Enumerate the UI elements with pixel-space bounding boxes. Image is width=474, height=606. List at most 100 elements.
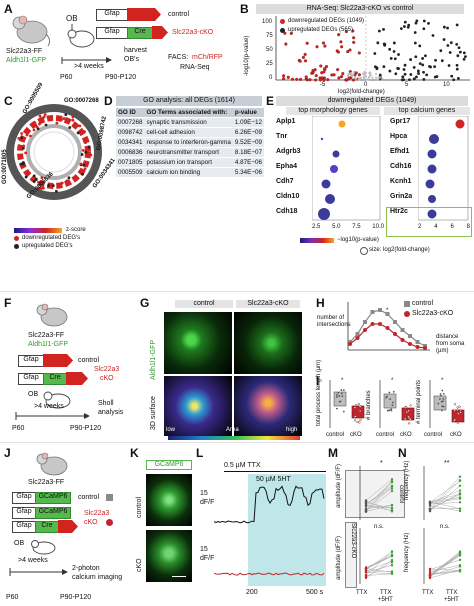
gene-label: Adgrb3 (276, 148, 301, 155)
volcano-ylabel: -log10(p-value) (244, 35, 250, 76)
volcano-point (324, 65, 329, 69)
i-box-control (383, 393, 397, 409)
i-point (337, 391, 340, 394)
circle-dot (24, 175, 28, 179)
volcano-point (446, 44, 450, 47)
j-cko-label2: cKO (84, 519, 98, 526)
i-box-control (433, 395, 447, 411)
n-ylabel-top: frequency (Hz) (404, 460, 410, 500)
volcano-point (399, 27, 403, 31)
l-ttx-label: 0.5 µM TTX (224, 462, 261, 469)
table-row: 0071805 potassium ion transport 4.87E−06 (116, 157, 264, 168)
pair-point (364, 567, 368, 570)
gene-dot (338, 120, 346, 128)
volcano-point (429, 65, 432, 69)
i-point (439, 393, 442, 395)
h-cko-line-point (348, 342, 352, 346)
volcano-point (368, 72, 371, 75)
volcano-point (371, 76, 374, 79)
gene-label: Grin2a (390, 193, 413, 200)
gene-dot (325, 194, 335, 204)
m-ylabel-top: amplitude (dF/F) (336, 463, 342, 508)
volcano-point (332, 73, 336, 77)
f-red-cassette-control (43, 354, 73, 367)
volcano-point (357, 73, 361, 77)
l-ttx-bar (224, 471, 326, 472)
circle-dot (17, 136, 21, 140)
volcano-point (373, 52, 377, 55)
j-cko-label1: Slc22a3 (84, 510, 110, 517)
volcano-point (323, 44, 327, 48)
volcano-point (457, 46, 461, 50)
i-box-control (333, 391, 347, 407)
i-point (342, 389, 345, 392)
volcano-point (442, 25, 446, 29)
xtick: 10.0 (372, 224, 384, 230)
pair-line (365, 559, 393, 579)
i-point (357, 402, 360, 406)
pair-line (365, 568, 393, 573)
f-sholl: Sholl (98, 400, 114, 407)
volcano-point (448, 51, 452, 54)
volcano-point (378, 76, 382, 79)
gene-label: Epha4 (276, 163, 298, 170)
i-point (340, 389, 343, 391)
n-ylabel-bottom: frequency (Hz) (404, 532, 410, 572)
h-control-line-point (378, 308, 382, 312)
go-circle-plot (6, 104, 102, 200)
j-red-cassette (58, 520, 78, 533)
c-legend-down-dot (14, 236, 19, 241)
f-control-label: control (78, 357, 100, 364)
pair-point (458, 475, 462, 478)
volcano-point (373, 65, 377, 69)
circle-dot (51, 184, 55, 188)
volcano-point (378, 73, 382, 77)
h-control-line-point (400, 328, 405, 332)
volcano-point (440, 59, 444, 63)
volcano-title: RNA-Seq: Slc22a3-cKO vs control (256, 4, 464, 14)
m-x2b: +5HT (378, 597, 393, 603)
pair-point (364, 575, 368, 578)
timeline-p60: P60 (60, 74, 73, 81)
volcano-point (412, 77, 416, 81)
volcano-point (352, 40, 356, 44)
volcano-point (447, 64, 451, 67)
h-legend-cko: Slc22a3-cKO (412, 310, 454, 317)
i-point (440, 400, 443, 403)
volcano-point (365, 78, 369, 81)
circle-dot (40, 176, 44, 180)
pair-point (390, 553, 394, 556)
pair-line (429, 501, 461, 509)
i-point (388, 391, 391, 394)
k-cko-image (146, 530, 192, 582)
table-row: 0005509 calcium ion binding 5.34E−06 (116, 167, 264, 177)
circle-dot (87, 145, 91, 149)
circle-dot (43, 113, 47, 116)
pair-line (365, 501, 393, 509)
h-control-line-point (385, 312, 390, 316)
circle-dot (71, 118, 75, 122)
volcano-point (455, 63, 459, 67)
pair-point (428, 570, 432, 573)
control-label-a: control (168, 11, 190, 18)
pair-line (365, 481, 393, 512)
xtick: 5.0 (332, 224, 341, 230)
panel-label-f: F (4, 296, 12, 310)
volcano-point (363, 70, 366, 74)
volcano-point (397, 67, 400, 71)
volcano-point (311, 68, 315, 73)
l-scale2a: 15 (200, 546, 208, 553)
volcano-point (435, 75, 439, 78)
m-paired-plots (359, 466, 394, 584)
pair-point (428, 568, 432, 571)
volcano-point (375, 72, 378, 76)
e-left-title: top morphology genes (286, 107, 380, 115)
j-ob-label: OB (14, 540, 25, 547)
i-point (353, 406, 357, 409)
volcano-point (456, 54, 460, 58)
i-point (359, 409, 362, 413)
gene-label: Htr2c (390, 208, 408, 215)
mouse-line-label: Slc22a3-FF (6, 48, 43, 55)
volcano-point (414, 55, 418, 59)
j-control-swatch (106, 494, 113, 501)
